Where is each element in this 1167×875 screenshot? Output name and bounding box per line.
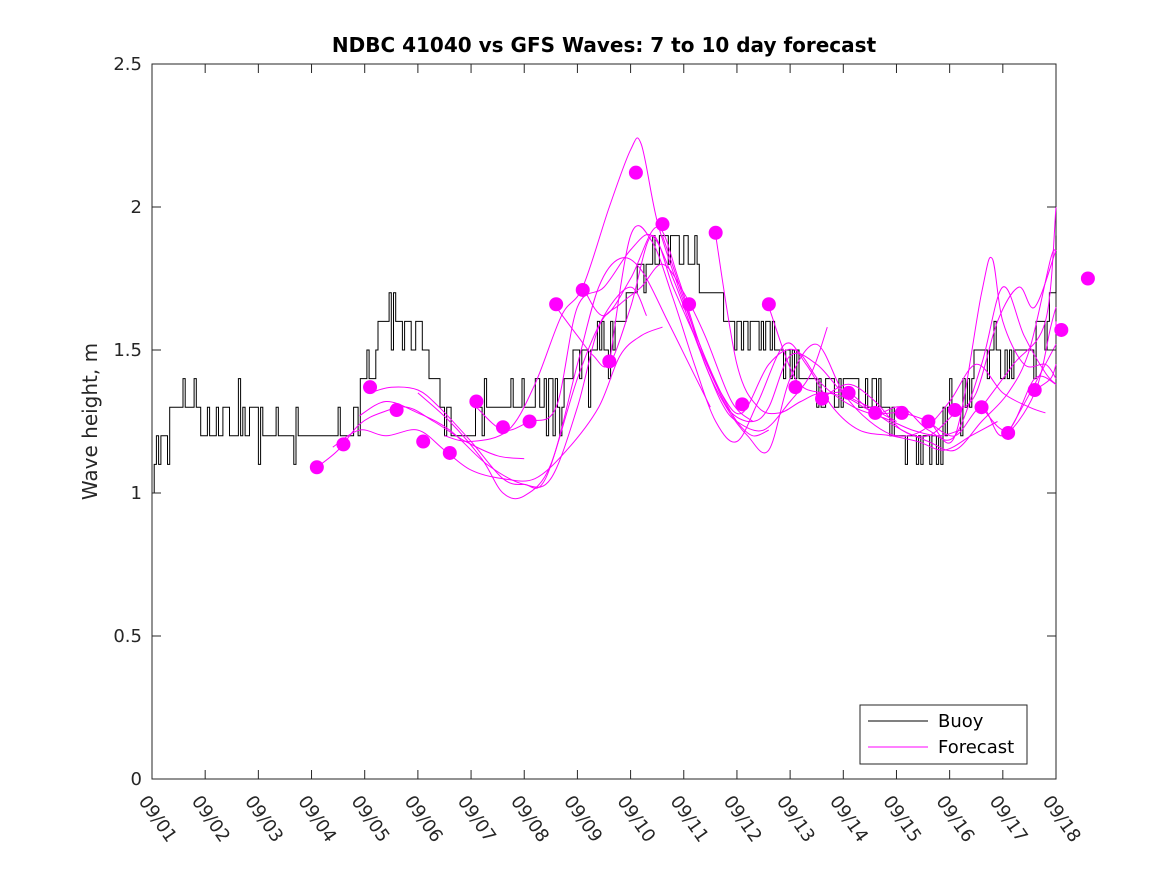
forecast-line — [662, 235, 1046, 454]
forecast-marker — [628, 165, 643, 180]
forecast-marker — [549, 297, 564, 312]
forecast-line — [417, 257, 711, 500]
forecast-marker — [522, 414, 537, 429]
forecast-marker — [602, 354, 617, 369]
forecast-marker — [761, 297, 776, 312]
forecast-marker — [442, 445, 457, 460]
forecast-marker — [788, 380, 803, 395]
y-tick-label: 2 — [131, 197, 142, 218]
forecast-marker — [416, 434, 431, 449]
forecast-marker — [735, 397, 750, 412]
forecast-marker — [1001, 425, 1016, 440]
forecast-marker — [1027, 383, 1042, 398]
y-tick-label: 1.5 — [113, 340, 142, 361]
forecast-marker — [336, 437, 351, 452]
y-tick-label: 0.5 — [113, 626, 142, 647]
y-tick-label: 0 — [131, 769, 142, 790]
forecast-line — [444, 137, 770, 443]
forecast-marker — [363, 380, 378, 395]
forecast-line — [874, 249, 1057, 452]
forecast-marker — [682, 297, 697, 312]
forecast-line — [608, 225, 998, 451]
forecast-line — [981, 375, 1057, 432]
axes-box — [151, 63, 1057, 780]
forecast-marker — [921, 414, 936, 429]
forecast-line — [582, 226, 961, 437]
buoy-line — [152, 235, 1057, 494]
forecast-marker — [469, 394, 484, 409]
legend-label-buoy: Buoy — [938, 711, 984, 732]
chart-title: NDBC 41040 vs GFS Waves: 7 to 10 day for… — [332, 33, 877, 57]
legend-box — [859, 704, 1028, 765]
y-axis-title: Wave height, m — [78, 343, 102, 500]
forecast-line — [359, 263, 754, 488]
forecast-marker — [868, 405, 883, 420]
forecast-line — [555, 235, 897, 423]
forecast-markers — [309, 165, 1095, 475]
forecast-marker — [815, 391, 830, 406]
y-tick-label: 2.5 — [113, 54, 142, 75]
buoy-series — [152, 235, 1057, 494]
forecast-marker — [841, 385, 856, 400]
forecast-marker — [1054, 322, 1069, 337]
forecast-marker — [575, 282, 590, 297]
forecast-marker — [495, 420, 510, 435]
plot-area — [151, 63, 1095, 780]
forecast-marker — [974, 400, 989, 415]
forecast-marker — [1080, 271, 1095, 286]
legend-label-forecast: Forecast — [938, 737, 1014, 758]
forecast-marker — [655, 217, 670, 232]
forecast-marker — [708, 225, 723, 240]
legend: Buoy Forecast — [859, 704, 1028, 765]
y-tick-label: 1 — [131, 483, 142, 504]
forecast-marker — [309, 460, 324, 475]
forecast-marker — [894, 405, 909, 420]
forecast-line — [981, 206, 1057, 408]
forecast-marker — [947, 403, 962, 418]
forecast-marker — [389, 403, 404, 418]
